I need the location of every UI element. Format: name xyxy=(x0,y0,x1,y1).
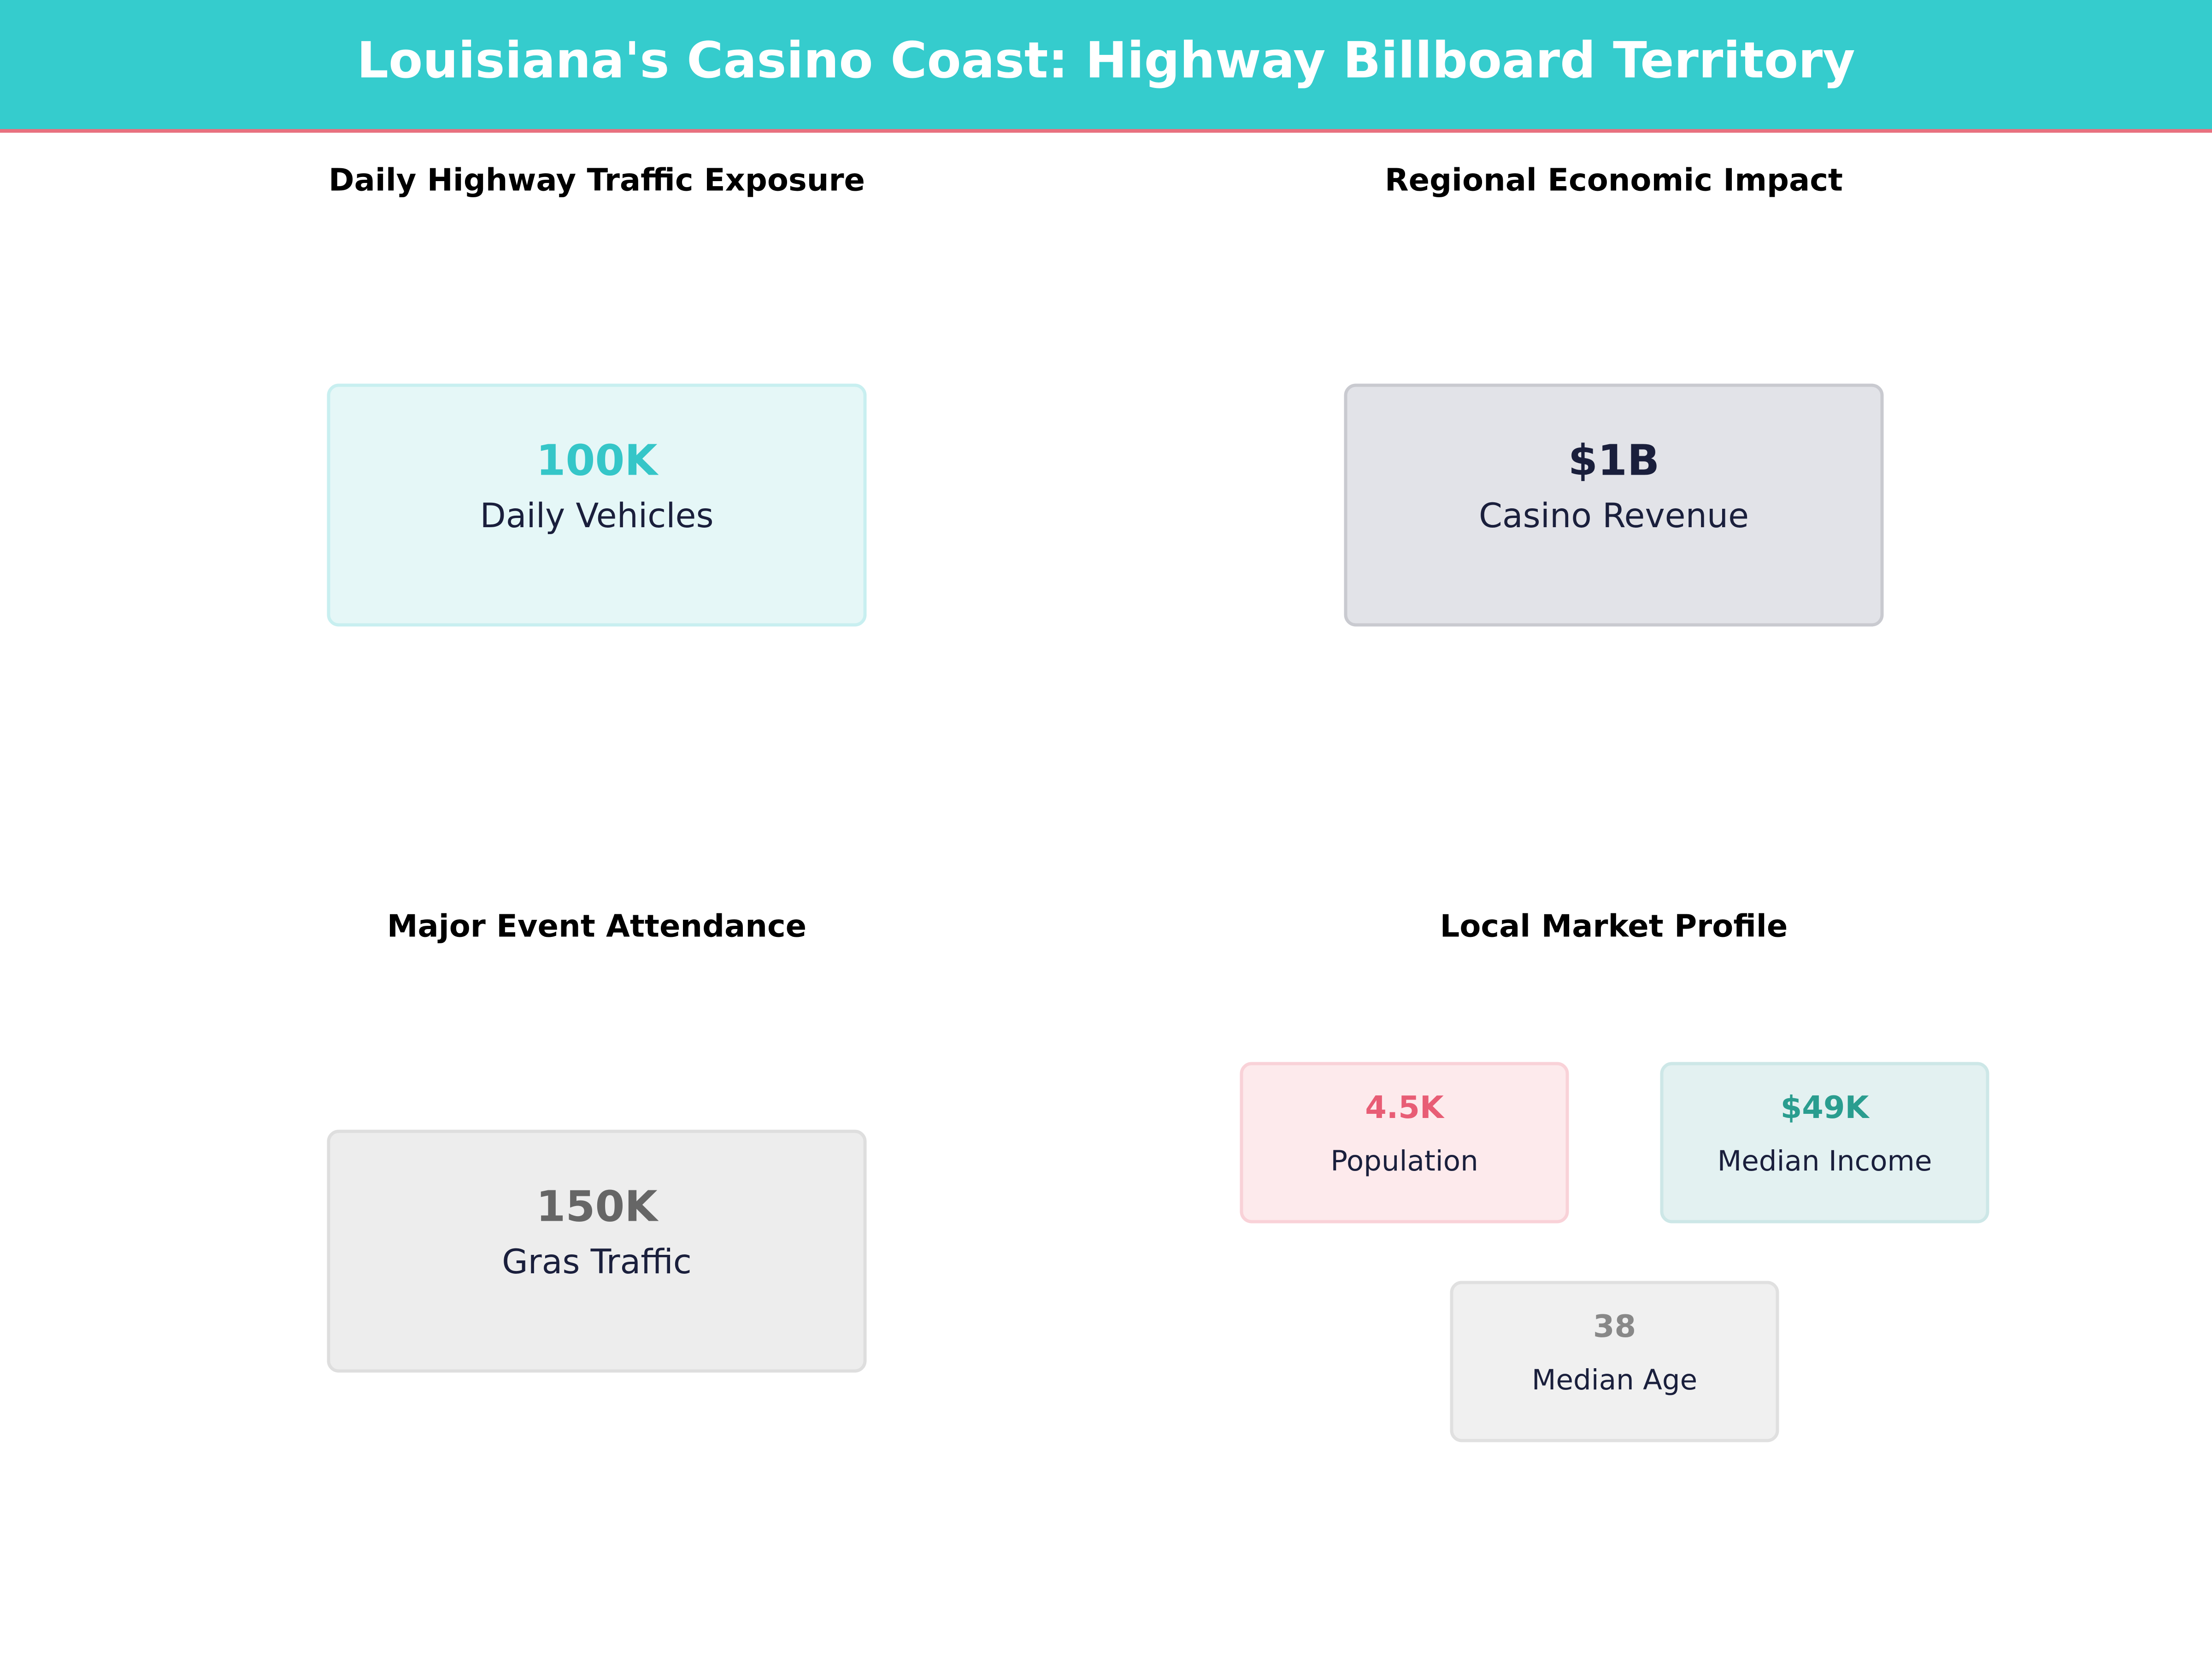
panel-title: Regional Economic Impact xyxy=(1385,162,1843,198)
metric-label: Median Income xyxy=(1718,1145,1932,1177)
metric-value: 4.5K xyxy=(1365,1089,1445,1125)
page-title: Louisiana's Casino Coast: Highway Billbo… xyxy=(357,32,1855,89)
metric-value: 38 xyxy=(1593,1308,1636,1344)
metric-value: $49K xyxy=(1781,1089,1870,1125)
metric-value: $1B xyxy=(1568,435,1659,485)
metric-card xyxy=(1660,1062,1989,1224)
header-rule xyxy=(0,129,2212,133)
metric-value: 150K xyxy=(536,1182,659,1231)
metric-value: 100K xyxy=(536,435,659,485)
metric-label: Median Age xyxy=(1532,1364,1697,1396)
metric-card xyxy=(1450,1281,1779,1442)
panel-title: Daily Highway Traffic Exposure xyxy=(329,162,865,198)
metric-card xyxy=(327,1130,867,1373)
panel-title: Major Event Attendance xyxy=(387,908,806,944)
metric-label: Daily Vehicles xyxy=(480,496,713,535)
panel-title: Local Market Profile xyxy=(1440,908,1788,944)
metric-card xyxy=(327,383,867,627)
metric-label: Gras Traffic xyxy=(502,1242,692,1282)
metric-label: Population xyxy=(1330,1145,1478,1177)
metric-card xyxy=(1240,1062,1569,1224)
header-bar xyxy=(0,0,2212,130)
metric-card xyxy=(1344,383,1884,627)
metric-label: Casino Revenue xyxy=(1479,496,1749,535)
